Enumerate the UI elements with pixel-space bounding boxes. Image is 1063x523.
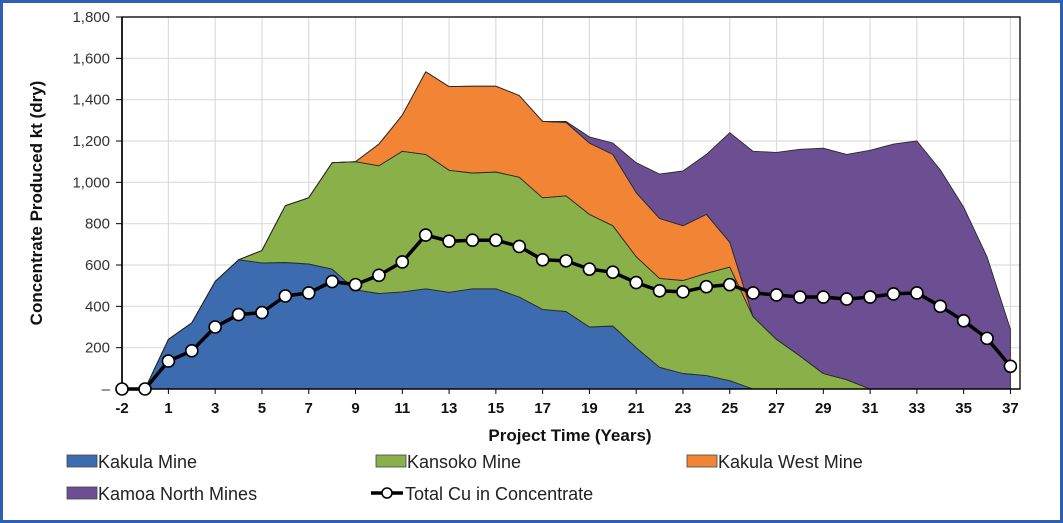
legend-item-kakula-west-mine: Kakula West Mine bbox=[686, 452, 863, 472]
legend-swatch-kakula bbox=[66, 454, 98, 468]
y-tick-label: 800 bbox=[85, 216, 110, 233]
total-cu-marker bbox=[769, 288, 784, 302]
legend-swatch-kakula-west bbox=[686, 454, 718, 468]
x-tick-label: 7 bbox=[305, 400, 313, 417]
y-tick-label: 1,000 bbox=[72, 174, 110, 191]
total-cu-marker bbox=[161, 354, 176, 368]
y-tick-label: 600 bbox=[85, 257, 110, 274]
x-tick-label: 35 bbox=[955, 400, 972, 417]
total-cu-marker bbox=[115, 382, 129, 396]
total-cu-line bbox=[115, 228, 1018, 396]
legend-swatch-kamoa-north bbox=[66, 486, 98, 500]
x-tick-label: -2 bbox=[115, 400, 128, 417]
x-tick-label: 3 bbox=[211, 400, 219, 417]
x-tick-label: 5 bbox=[258, 400, 266, 417]
total-cu-marker bbox=[933, 299, 948, 314]
legend-swatch-kansoko bbox=[375, 454, 407, 468]
total-cu-marker bbox=[255, 305, 269, 320]
x-tick-label: 19 bbox=[581, 400, 598, 417]
y-tick-label: 1,200 bbox=[72, 133, 110, 150]
y-tick-label: 200 bbox=[85, 340, 110, 357]
total-cu-marker bbox=[442, 234, 456, 249]
y-tick-label: 400 bbox=[85, 298, 110, 315]
legend-label-kansoko: Kansoko Mine bbox=[407, 452, 521, 472]
legend-label-total-cu: Total Cu in Concentrate bbox=[405, 484, 593, 504]
x-tick-label: 1 bbox=[164, 400, 172, 417]
total-cu-marker bbox=[886, 287, 901, 301]
x-tick-label: 15 bbox=[488, 400, 505, 417]
legend-item-kamoa-north-mines: Kamoa North Mines bbox=[66, 484, 257, 504]
legend-item-kansoko-mine: Kansoko Mine bbox=[375, 452, 521, 472]
total-cu-marker bbox=[793, 290, 807, 304]
x-tick-label: 29 bbox=[815, 400, 832, 417]
stacked-areas bbox=[121, 71, 1011, 390]
x-tick-label: 31 bbox=[862, 400, 879, 417]
total-cu-marker bbox=[816, 290, 831, 304]
x-tick-label: 25 bbox=[721, 400, 738, 417]
y-tick-label: 1,400 bbox=[72, 92, 110, 109]
legend-item-kakula-mine: Kakula Mine bbox=[66, 452, 197, 472]
total-cu-marker bbox=[372, 268, 386, 283]
total-cu-marker bbox=[699, 279, 714, 294]
x-axis-title: Project Time (Years) bbox=[488, 426, 651, 445]
total-cu-marker bbox=[184, 343, 199, 358]
axes bbox=[116, 16, 1021, 394]
total-cu-marker bbox=[395, 255, 410, 269]
x-tick-label: 9 bbox=[351, 400, 359, 417]
total-cu-marker bbox=[839, 292, 854, 306]
total-cu-marker bbox=[910, 286, 924, 300]
total-cu-marker bbox=[605, 265, 620, 280]
total-cu-marker bbox=[489, 233, 503, 247]
total-cu-marker bbox=[1003, 359, 1018, 374]
total-cu-marker bbox=[138, 382, 152, 396]
total-cu-marker bbox=[325, 274, 339, 289]
total-cu-marker bbox=[512, 239, 527, 254]
x-tick-label: 13 bbox=[441, 400, 458, 417]
x-tick-label: 11 bbox=[394, 400, 410, 417]
x-tick-label: 33 bbox=[909, 400, 926, 417]
legend-label-kamoa-north: Kamoa North Mines bbox=[98, 484, 257, 504]
x-tick-label: 37 bbox=[1002, 400, 1019, 417]
legend-swatch-total-cu-marker bbox=[381, 487, 393, 499]
total-cu-marker bbox=[231, 307, 246, 322]
total-cu-marker bbox=[863, 290, 877, 304]
total-cu-marker bbox=[418, 228, 433, 242]
area-kamoa-north-mines bbox=[121, 71, 1011, 390]
total-cu-marker bbox=[582, 262, 597, 276]
total-cu-marker bbox=[278, 289, 293, 303]
x-tick-label: 21 bbox=[628, 400, 645, 417]
legend-label-kakula: Kakula Mine bbox=[98, 452, 197, 472]
total-cu-marker bbox=[301, 286, 316, 300]
total-cu-marker bbox=[535, 253, 550, 267]
y-tick-label: 1,800 bbox=[72, 9, 110, 26]
y-tick-label: – bbox=[102, 381, 111, 398]
total-cu-marker bbox=[722, 277, 737, 292]
total-cu-marker bbox=[208, 320, 222, 334]
total-cu-marker bbox=[629, 275, 643, 290]
total-cu-marker bbox=[465, 233, 480, 247]
total-cu-marker bbox=[956, 313, 971, 328]
y-axis-title: Concentrate Produced kt (dry) bbox=[27, 81, 46, 326]
legend: Kakula Mine Kansoko Mine Kakula West Min… bbox=[66, 452, 863, 504]
x-tick-labels: -2 1 3 5 7 9 11 13 15 17 19 21 23 25 27 29 31 33 35 37 bbox=[115, 400, 1018, 417]
x-tick-label: 23 bbox=[675, 400, 692, 417]
total-cu-marker bbox=[746, 286, 760, 300]
legend-item-total-cu: Total Cu in Concentrate bbox=[371, 484, 593, 504]
total-cu-marker bbox=[559, 254, 573, 268]
y-tick-label: 1,600 bbox=[72, 50, 110, 67]
x-tick-label: 17 bbox=[534, 400, 551, 417]
y-tick-labels: – 200 400 600 800 1,000 1,200 1,400 1,600 1,800 bbox=[72, 9, 110, 398]
total-cu-marker bbox=[348, 277, 363, 292]
total-cu-marker bbox=[676, 285, 690, 299]
x-tick-label: 27 bbox=[768, 400, 785, 417]
total-cu-marker bbox=[652, 284, 667, 298]
total-cu-marker bbox=[980, 331, 994, 346]
legend-label-kakula-west: Kakula West Mine bbox=[718, 452, 863, 472]
